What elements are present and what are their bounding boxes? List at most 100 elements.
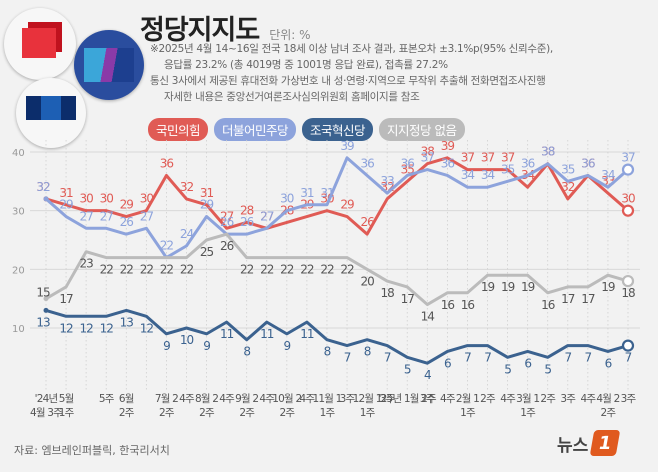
x-tick-label: 3주 bbox=[621, 393, 637, 405]
title-row: 정당지지도 단위: % bbox=[140, 8, 311, 47]
data-label: 18 bbox=[381, 286, 395, 300]
chart-title: 정당지지도 bbox=[140, 15, 260, 46]
data-label: 39 bbox=[441, 139, 455, 153]
x-tick-label: 3주 bbox=[380, 393, 396, 405]
data-label: 16 bbox=[441, 298, 455, 312]
y-tick-label: 10 bbox=[12, 324, 25, 335]
data-label: 14 bbox=[421, 310, 435, 324]
data-label: 17 bbox=[581, 292, 595, 306]
legend-item-rebuilding: 조국혁신당 bbox=[302, 118, 374, 141]
x-tick-label: 1주 bbox=[59, 407, 75, 419]
data-label: 7 bbox=[625, 351, 632, 365]
data-label: 20 bbox=[360, 274, 374, 288]
data-label: 25 bbox=[200, 245, 214, 259]
data-label: 22 bbox=[260, 263, 274, 277]
data-label: 29 bbox=[200, 198, 214, 212]
data-label: 6 bbox=[524, 356, 531, 370]
brand-logo: 뉴스 1 bbox=[557, 430, 621, 456]
data-label: 36 bbox=[581, 156, 595, 170]
data-label: 22 bbox=[300, 263, 314, 277]
data-label: 18 bbox=[621, 286, 635, 300]
series-endpoint bbox=[621, 204, 635, 217]
x-tick-label: 4주 bbox=[580, 393, 596, 405]
series-endpoint bbox=[621, 163, 635, 176]
data-label: 26 bbox=[120, 215, 134, 229]
x-tick-label: 2주 bbox=[159, 407, 175, 419]
x-tick-label: 6월 bbox=[119, 393, 134, 405]
data-label: 22 bbox=[280, 263, 294, 277]
data-label: 6 bbox=[444, 356, 451, 370]
data-label: 31 bbox=[300, 186, 314, 200]
x-tick-label: 5주 bbox=[99, 393, 115, 405]
x-tick-label: 11월 1 bbox=[312, 393, 341, 405]
x-tick-label: 2주 bbox=[119, 407, 135, 419]
data-label: 12 bbox=[140, 321, 154, 335]
legend-item-democratic: 더불어민주당 bbox=[214, 118, 297, 141]
data-label: 37 bbox=[621, 151, 635, 165]
data-label: 17 bbox=[401, 292, 415, 306]
x-tick-label: '25년 1월 2주 bbox=[379, 393, 437, 405]
data-label: 30 bbox=[79, 192, 93, 206]
x-tick-label: 4주 bbox=[179, 393, 195, 405]
data-label: 17 bbox=[561, 292, 575, 306]
data-label: 32 bbox=[36, 180, 50, 194]
x-tick-label: 8월 2 bbox=[195, 393, 218, 405]
x-tick-label: 2월 1 bbox=[456, 393, 479, 405]
data-label: 36 bbox=[360, 156, 374, 170]
data-label: 27 bbox=[260, 209, 274, 223]
data-label: 27 bbox=[140, 209, 154, 223]
data-label: 12 bbox=[100, 321, 114, 335]
data-label: 26 bbox=[240, 215, 254, 229]
data-label: 37 bbox=[421, 151, 435, 165]
x-tick-label: 2주 bbox=[601, 407, 617, 419]
series-endpoint bbox=[621, 339, 635, 352]
x-tick-label: 3주 bbox=[340, 393, 356, 405]
data-label: 19 bbox=[481, 280, 495, 294]
data-label: 37 bbox=[481, 151, 495, 165]
data-label: 16 bbox=[541, 298, 555, 312]
data-label: 22 bbox=[180, 263, 194, 277]
data-label: 27 bbox=[79, 209, 93, 223]
data-label: 9 bbox=[284, 339, 291, 353]
unit-label: 단위: % bbox=[269, 28, 311, 42]
data-label: 30 bbox=[100, 192, 114, 206]
data-label: 34 bbox=[601, 168, 615, 182]
data-label: 22 bbox=[240, 263, 254, 277]
x-tick-label: 1주 bbox=[360, 407, 376, 419]
series-line bbox=[45, 232, 629, 307]
party-logo-navy bbox=[16, 78, 86, 148]
data-label: 22 bbox=[160, 239, 174, 253]
party-logo-blue bbox=[74, 30, 144, 100]
data-label: 26 bbox=[220, 239, 234, 253]
data-label: 13 bbox=[120, 315, 134, 329]
x-tick-label: 5월 bbox=[59, 393, 74, 405]
data-label: 7 bbox=[384, 351, 391, 365]
data-label: 12 bbox=[79, 321, 93, 335]
data-label: 4 bbox=[424, 368, 431, 382]
data-label: 38 bbox=[541, 145, 555, 159]
y-tick-label: 30 bbox=[12, 207, 25, 218]
data-label: 36 bbox=[441, 156, 455, 170]
note-line: 응답률 23.2% (총 4019명 중 1001명 응답 완료), 접촉률 2… bbox=[164, 59, 448, 71]
data-label: 37 bbox=[461, 151, 475, 165]
x-tick-label: 3주 bbox=[420, 393, 436, 405]
data-label: 26 bbox=[360, 215, 374, 229]
x-tick-label: 12월 1 bbox=[353, 393, 382, 405]
data-label: 36 bbox=[160, 156, 174, 170]
data-label: 27 bbox=[100, 209, 114, 223]
legend-item-none: 지지정당 없음 bbox=[379, 118, 465, 141]
data-label: 22 bbox=[120, 263, 134, 277]
x-tick-label: 2주 bbox=[239, 407, 255, 419]
data-label: 12 bbox=[59, 321, 73, 335]
data-label: 28 bbox=[240, 203, 254, 217]
data-label: 16 bbox=[461, 298, 475, 312]
data-label: 11 bbox=[220, 327, 234, 341]
x-tick-label: 2주 bbox=[199, 407, 215, 419]
x-tick-label: 4월 3주 bbox=[30, 407, 63, 419]
data-label: 7 bbox=[564, 351, 571, 365]
data-label: 6 bbox=[605, 356, 612, 370]
data-label: 19 bbox=[521, 280, 535, 294]
data-label: 31 bbox=[320, 186, 334, 200]
note-line: ※2025년 4월 14~16일 전국 18세 이상 남녀 조사 결과, 표본오… bbox=[150, 43, 553, 55]
